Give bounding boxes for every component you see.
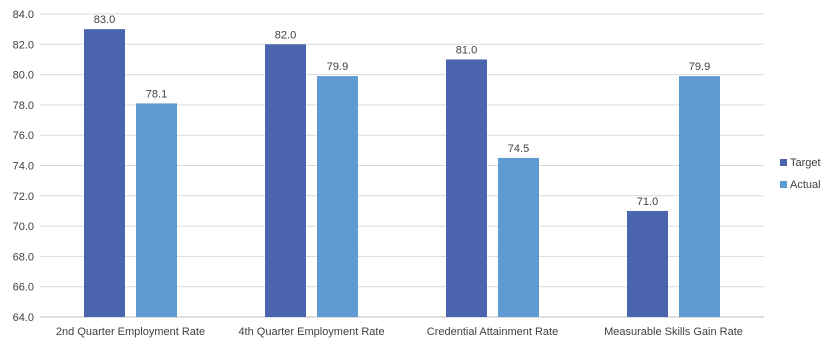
data-label: 78.1 <box>146 88 167 100</box>
data-label: 79.9 <box>689 61 710 73</box>
bar-actual <box>498 157 539 317</box>
bar-actual <box>679 76 720 318</box>
y-tick-label: 84.0 <box>13 9 34 21</box>
bar-target <box>265 44 306 318</box>
y-tick-label: 68.0 <box>13 251 34 263</box>
y-axis-ticks: 64.0 66.0 68.0 70.0 72.0 74.0 76.0 78.0 80.0 82.0… <box>13 9 34 324</box>
y-tick-label: 74.0 <box>13 161 34 173</box>
y-tick-label: 82.0 <box>13 39 34 51</box>
data-label: 81.0 <box>456 44 477 56</box>
y-tick-label: 80.0 <box>13 70 34 82</box>
x-category-label: Measurable Skills Gain Rate <box>604 326 743 338</box>
x-axis-categories: 2nd Quarter Employment Rate 4th Quarter E… <box>56 326 743 338</box>
data-label: 74.5 <box>508 143 529 155</box>
y-tick-label: 78.0 <box>13 100 34 112</box>
data-label: 71.0 <box>637 196 658 208</box>
x-category-label: Credential Attainment Rate <box>427 326 558 338</box>
legend-swatch <box>780 159 787 166</box>
data-label: 83.0 <box>94 14 115 26</box>
y-tick-label: 66.0 <box>13 282 34 294</box>
bar-target <box>446 59 487 317</box>
bar-target <box>627 210 668 317</box>
y-tick-label: 72.0 <box>13 191 34 203</box>
y-tick-label: 76.0 <box>13 130 34 142</box>
data-label: 79.9 <box>327 61 348 73</box>
x-category-label: 2nd Quarter Employment Rate <box>56 326 205 338</box>
bar-actual <box>317 76 358 318</box>
bar-actual <box>136 103 177 317</box>
legend-label: Target <box>790 157 821 169</box>
x-category-label: 4th Quarter Employment Rate <box>238 326 384 338</box>
y-tick-label: 70.0 <box>13 221 34 233</box>
legend-swatch <box>780 181 787 188</box>
data-labels: 83.0 78.1 82.0 79.9 81.0 74.5 71.0 79.9 <box>94 14 710 208</box>
legend-label: Actual <box>790 179 821 191</box>
legend: Target Actual <box>780 157 821 191</box>
y-tick-label: 64.0 <box>13 312 34 324</box>
bars <box>84 29 720 318</box>
data-label: 82.0 <box>275 29 296 41</box>
bar-target <box>84 29 125 318</box>
